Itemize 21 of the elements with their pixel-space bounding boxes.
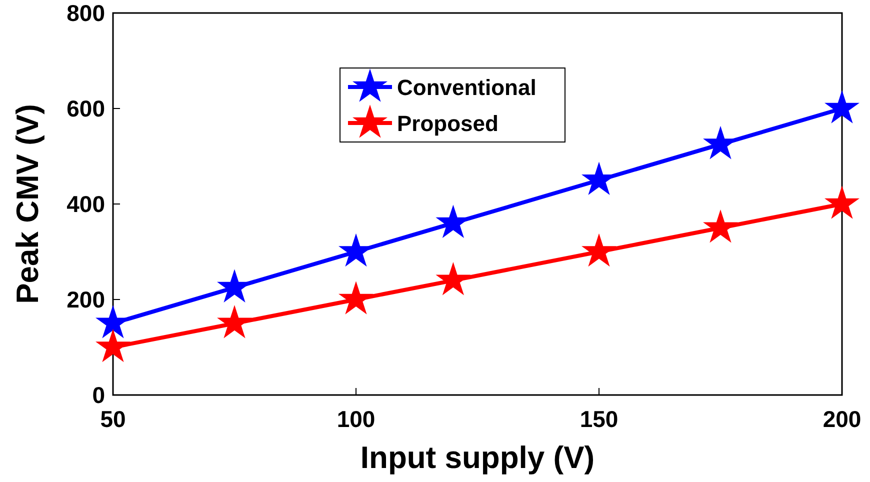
x-tick-label: 100 — [336, 406, 376, 432]
legend-label: Proposed — [397, 111, 498, 136]
point — [703, 209, 738, 243]
legend-label: Conventional — [397, 75, 536, 100]
y-axis-title: Peak CMV (V) — [10, 104, 45, 304]
point — [338, 281, 374, 314]
point — [824, 90, 860, 124]
point — [217, 304, 252, 338]
x-tick-label: 50 — [100, 406, 126, 432]
y-tick-label: 400 — [66, 191, 105, 217]
y-tick-label: 0 — [92, 382, 105, 408]
x-tick-label: 200 — [822, 406, 862, 432]
y-tick-label: 200 — [66, 286, 105, 312]
y-tick-label: 600 — [66, 96, 105, 122]
x-tick-label: 150 — [580, 406, 618, 432]
x-axis-title: Input supply (V) — [360, 440, 595, 475]
point — [96, 328, 130, 362]
point — [824, 186, 860, 219]
y-tick-label: 800 — [66, 0, 105, 26]
point — [436, 262, 471, 296]
point — [582, 233, 616, 267]
